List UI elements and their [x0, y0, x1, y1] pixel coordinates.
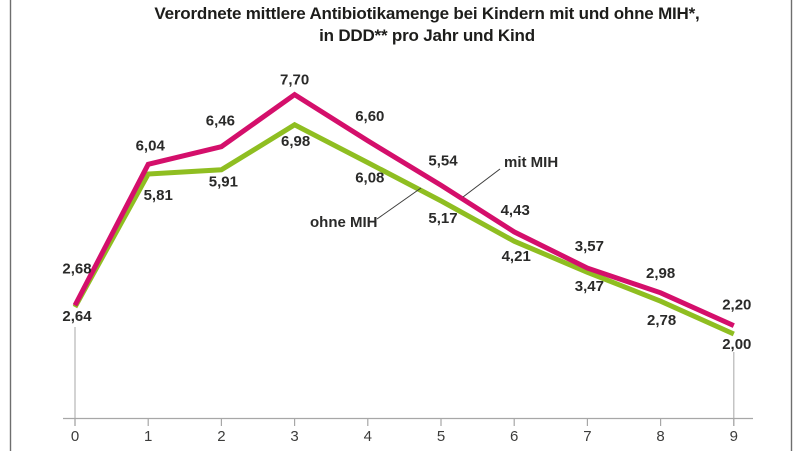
data-label-ohne-mih-7: 3,47 — [575, 278, 604, 295]
series-annotation-ohne-mih: ohne MIH — [310, 214, 378, 231]
x-tick-label-8: 8 — [656, 428, 664, 445]
data-label-mit-mih-1: 6,04 — [136, 137, 166, 154]
data-label-mit-mih-4: 6,60 — [355, 108, 384, 125]
x-tick-label-2: 2 — [217, 428, 225, 445]
data-label-ohne-mih-0: 2,64 — [62, 308, 92, 325]
data-label-ohne-mih-5: 5,17 — [428, 210, 457, 227]
data-label-ohne-mih-1: 5,81 — [144, 187, 173, 204]
data-label-mit-mih-6: 4,43 — [501, 202, 530, 219]
x-tick-label-4: 4 — [364, 428, 372, 445]
series-line-ohne-mih — [72, 121, 735, 337]
series-line-mit-mih — [72, 91, 735, 328]
data-label-ohne-mih-3: 6,98 — [281, 133, 310, 150]
x-tick-label-9: 9 — [730, 428, 738, 445]
data-label-ohne-mih-2: 5,91 — [209, 174, 238, 191]
chart-title-line1: Verordnete mittlere Antibiotikamenge bei… — [154, 4, 700, 23]
annotation-leader-ohne-mih — [376, 187, 422, 220]
x-tick-label-0: 0 — [71, 428, 79, 445]
data-label-ohne-mih-9: 2,00 — [722, 336, 751, 353]
data-label-mit-mih-2: 6,46 — [206, 113, 235, 130]
data-label-ohne-mih-6: 4,21 — [502, 248, 531, 265]
chart-title-line2: in DDD** pro Jahr und Kind — [319, 26, 535, 45]
data-label-mit-mih-7: 3,57 — [575, 238, 604, 255]
annotation-leader-mit-mih — [462, 168, 501, 198]
data-label-mit-mih-8: 2,98 — [646, 265, 675, 282]
series-annotation-mit-mih: mit MIH — [504, 154, 558, 171]
x-tick-label-5: 5 — [437, 428, 445, 445]
chart-title: Verordnete mittlere Antibiotikamenge bei… — [54, 3, 800, 47]
data-label-ohne-mih-8: 2,78 — [647, 312, 676, 329]
x-tick-label-7: 7 — [583, 428, 591, 445]
data-label-mit-mih-0: 2,68 — [62, 260, 91, 277]
data-label-mit-mih-3: 7,70 — [280, 72, 309, 89]
x-tick-label-3: 3 — [290, 428, 298, 445]
x-tick-label-1: 1 — [144, 428, 152, 445]
x-tick-label-6: 6 — [510, 428, 518, 445]
data-label-ohne-mih-4: 6,08 — [355, 170, 384, 187]
data-label-mit-mih-9: 2,20 — [722, 297, 751, 314]
data-label-mit-mih-5: 5,54 — [428, 152, 458, 169]
